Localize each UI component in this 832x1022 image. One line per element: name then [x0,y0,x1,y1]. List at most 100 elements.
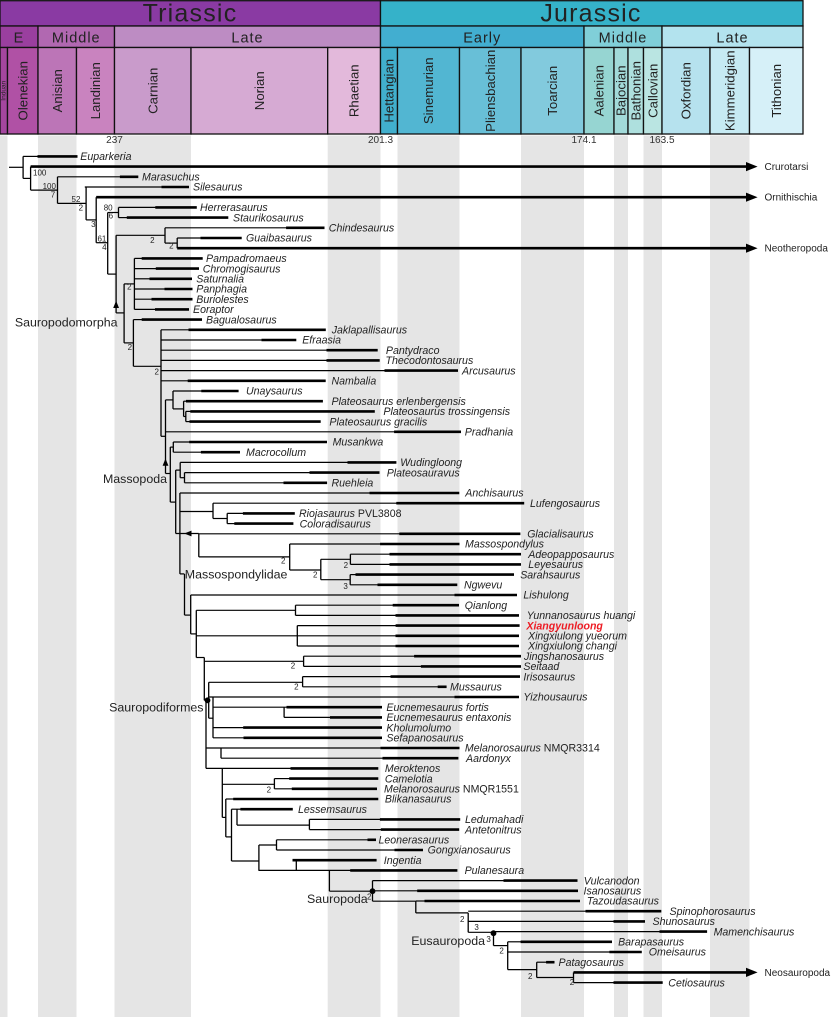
svg-text:Eucnemesaurus fortis: Eucnemesaurus fortis [386,702,489,714]
svg-text:Barapasaurus: Barapasaurus [618,937,685,949]
svg-text:4: 4 [102,243,107,252]
svg-text:2: 2 [570,978,575,987]
svg-text:Musankwa: Musankwa [333,437,384,449]
svg-text:Massospondylidae: Massospondylidae [185,568,288,582]
svg-text:2: 2 [294,683,299,692]
svg-text:Leyesaurus: Leyesaurus [528,559,583,571]
svg-text:Gongxianosaurus: Gongxianosaurus [428,845,512,857]
svg-text:2: 2 [127,283,132,292]
svg-text:3: 3 [474,923,479,932]
svg-text:2: 2 [169,242,174,251]
svg-text:Early: Early [463,30,501,46]
svg-text:Oxfordian: Oxfordian [679,62,694,119]
svg-text:Ledumahadi: Ledumahadi [465,814,524,826]
svg-text:2: 2 [344,561,349,570]
svg-text:Late: Late [716,30,748,46]
svg-text:Toarcian: Toarcian [545,66,560,116]
svg-text:Neosauropoda: Neosauropoda [765,968,831,979]
svg-text:Plateosauravus: Plateosauravus [387,467,461,479]
svg-text:Sauropodiformes: Sauropodiformes [109,701,203,715]
svg-text:Plateosaurus gracilis: Plateosaurus gracilis [329,416,427,428]
svg-text:Irisosaurus: Irisosaurus [523,671,576,683]
svg-text:Riojasaurus PVL3808: Riojasaurus PVL3808 [299,508,402,520]
svg-text:100: 100 [43,182,57,191]
svg-text:Kholumolumo: Kholumolumo [386,722,451,734]
svg-text:Adeopapposaurus: Adeopapposaurus [527,549,615,561]
svg-text:Pulanesaura: Pulanesaura [465,865,525,877]
svg-text:Glacialisaurus: Glacialisaurus [527,529,594,541]
svg-text:2: 2 [154,368,159,377]
svg-text:Tazoudasaurus: Tazoudasaurus [587,896,660,908]
svg-text:Mamenchisaurus: Mamenchisaurus [714,926,795,938]
svg-text:Tithonian: Tithonian [769,64,784,118]
svg-text:Herrerasaurus: Herrerasaurus [200,202,268,214]
svg-text:3: 3 [91,220,96,229]
svg-text:Vulcanodon: Vulcanodon [584,875,640,887]
svg-text:Saturnalia: Saturnalia [196,274,244,286]
svg-text:Leonerasaurus: Leonerasaurus [379,835,450,847]
svg-text:201.3: 201.3 [368,135,393,146]
svg-text:3: 3 [343,582,348,591]
svg-text:Sarahsaurus: Sarahsaurus [520,569,581,581]
svg-text:Panphagia: Panphagia [196,284,247,296]
svg-text:Landinian: Landinian [88,62,103,119]
svg-text:2: 2 [79,203,84,212]
svg-text:Eoraptor: Eoraptor [193,304,234,316]
svg-text:2: 2 [499,947,504,956]
svg-text:Middle: Middle [52,30,101,46]
svg-text:Ingentia: Ingentia [384,855,422,867]
svg-text:Triassic: Triassic [143,0,238,28]
svg-text:2: 2 [291,662,296,671]
svg-text:Sauropodomorpha: Sauropodomorpha [15,316,118,330]
svg-text:2: 2 [528,972,533,981]
svg-text:Olenekian: Olenekian [15,61,30,120]
svg-text:100: 100 [33,168,47,177]
svg-text:Macrocollum: Macrocollum [246,447,306,459]
svg-text:Marasuchus: Marasuchus [142,172,200,184]
svg-text:Melanorosaurus NMQR1551: Melanorosaurus NMQR1551 [384,784,519,796]
svg-text:2: 2 [313,571,318,580]
svg-text:Chindesaurus: Chindesaurus [329,223,395,235]
svg-text:163.5: 163.5 [649,135,674,146]
svg-text:Yunnanosaurus huangi: Yunnanosaurus huangi [527,610,636,622]
svg-text:Lishulong: Lishulong [523,590,568,602]
svg-text:Guaibasaurus: Guaibasaurus [246,233,313,245]
svg-text:Unaysaurus: Unaysaurus [246,386,303,398]
svg-text:Hettangian: Hettangian [382,59,397,123]
svg-text:E: E [14,30,25,46]
svg-text:Pantydraco: Pantydraco [386,345,440,357]
svg-text:Spinophorosaurus: Spinophorosaurus [670,906,757,918]
svg-text:Bagualosaurus: Bagualosaurus [206,314,277,326]
svg-text:Qianlong: Qianlong [465,600,508,612]
svg-text:2: 2 [150,236,155,245]
svg-text:Ornithischia: Ornithischia [765,193,818,204]
svg-text:Buriolestes: Buriolestes [196,294,249,306]
svg-text:2: 2 [367,893,372,902]
svg-text:Crurotarsi: Crurotarsi [765,162,809,173]
svg-text:Norian: Norian [252,71,267,110]
svg-text:Jurassic: Jurassic [540,0,641,28]
svg-text:174.1: 174.1 [571,135,596,146]
svg-text:Anchisaurus: Anchisaurus [464,488,524,500]
svg-text:Carnian: Carnian [145,68,160,114]
svg-text:Eucnemesaurus entaxonis: Eucnemesaurus entaxonis [386,712,512,724]
svg-text:Ngwevu: Ngwevu [464,580,502,592]
svg-text:Sefapanosaurus: Sefapanosaurus [386,733,464,745]
svg-text:Aardonyx: Aardonyx [465,753,511,765]
svg-text:Meroktenos: Meroktenos [385,763,441,775]
svg-text:Wudingloong: Wudingloong [400,457,462,469]
svg-text:2: 2 [460,915,465,924]
svg-text:Ruehleia: Ruehleia [332,478,374,490]
svg-text:Bajocian: Bajocian [614,65,629,116]
svg-text:Jaklapallisaurus: Jaklapallisaurus [331,325,408,337]
svg-text:Plateosaurus erlenbergensis: Plateosaurus erlenbergensis [332,396,467,408]
svg-text:3: 3 [486,935,491,944]
svg-text:Kimmeridgian: Kimmeridgian [722,50,737,131]
svg-text:Eusauropoda: Eusauropoda [411,934,485,948]
svg-text:Camelotia: Camelotia [385,773,433,785]
svg-text:Nambalia: Nambalia [332,376,377,388]
svg-text:Isanosaurus: Isanosaurus [584,886,642,898]
svg-text:Efraasia: Efraasia [302,335,341,347]
svg-text:Shunosaurus: Shunosaurus [653,916,716,928]
svg-text:Xiangyunloong: Xiangyunloong [525,620,603,632]
